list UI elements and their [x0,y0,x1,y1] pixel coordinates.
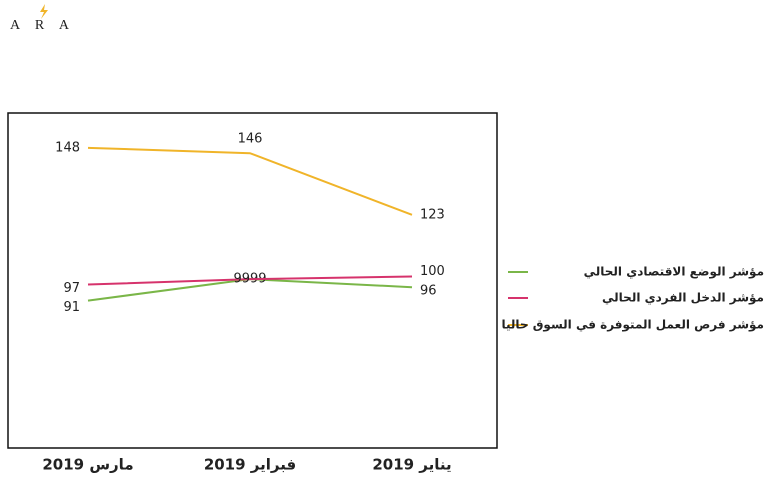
series-line [87,146,413,216]
logo: A R A [10,18,75,33]
data-label: 123 [420,207,445,222]
x-tick-label: فبراير 2019 [204,456,296,474]
data-label: 99 [233,272,250,287]
data-label: 96 [420,284,437,299]
plot-frame [7,112,498,449]
x-tick-label: مارس 2019 [42,456,133,474]
legend-label: مؤشر الوضع الاقتصادي الحالي [584,265,764,280]
data-label: 148 [55,140,80,155]
data-label: 97 [63,281,80,296]
legend-label: مؤشر الدخل الفردي الحالي [602,291,764,306]
legend-label: مؤشر فرص العمل المتوفرة في السوق حاليا [501,318,764,333]
data-label: 100 [420,264,445,279]
data-label: 91 [63,300,80,315]
series-line [87,275,413,286]
logo-icon [40,4,48,19]
data-label: 146 [238,132,263,147]
x-tick-label: يناير 2019 [372,456,451,474]
